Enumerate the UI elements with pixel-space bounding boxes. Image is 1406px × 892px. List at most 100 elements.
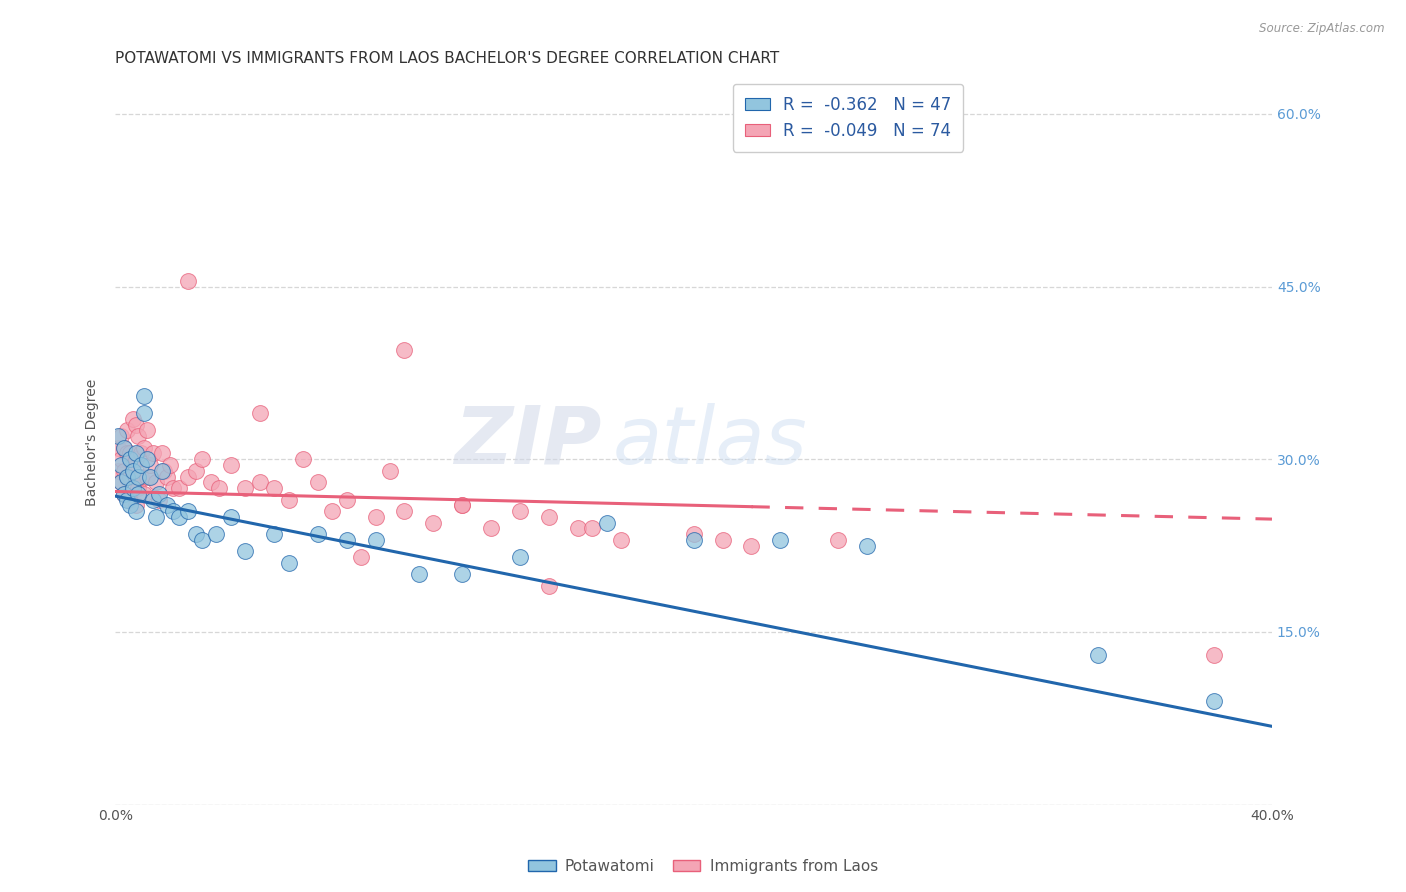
Point (208, 481, 231, 495)
Point (124, 452, 146, 467)
Point (150, 446, 173, 460)
Point (134, 487, 156, 501)
Point (134, 389, 156, 403)
Point (124, 498, 146, 512)
Point (537, 509, 560, 524)
Point (451, 498, 474, 512)
Point (121, 481, 143, 495)
Point (129, 458, 152, 472)
Point (200, 475, 222, 490)
Point (110, 475, 132, 490)
Point (129, 469, 152, 483)
Point (153, 464, 176, 478)
Legend: R =  -0.362   N = 47, R =  -0.049   N = 74: R = -0.362 N = 47, R = -0.049 N = 74 (733, 84, 963, 152)
Point (451, 567, 474, 582)
Point (307, 475, 329, 490)
Point (219, 458, 242, 472)
Point (129, 446, 152, 460)
Point (124, 504, 146, 518)
Point (235, 481, 257, 495)
Point (110, 429, 132, 443)
Point (321, 504, 343, 518)
Point (479, 521, 502, 535)
Point (581, 521, 603, 535)
Point (162, 504, 184, 518)
Point (827, 533, 849, 547)
Point (219, 509, 242, 524)
Point (1204, 648, 1226, 662)
Point (156, 469, 179, 483)
Point (235, 544, 257, 558)
Point (121, 458, 143, 472)
Point (118, 452, 141, 467)
Point (145, 475, 167, 490)
Point (249, 475, 271, 490)
Point (378, 464, 401, 478)
Point (134, 406, 156, 420)
Point (292, 452, 315, 467)
Point (509, 504, 531, 518)
Point (191, 452, 214, 467)
Point (124, 446, 146, 460)
Point (176, 504, 198, 518)
Point (127, 481, 149, 495)
Point (769, 533, 792, 547)
Text: POTAWATOMI VS IMMIGRANTS FROM LAOS BACHELOR'S DEGREE CORRELATION CHART: POTAWATOMI VS IMMIGRANTS FROM LAOS BACHE… (115, 51, 779, 66)
Y-axis label: Bachelor's Degree: Bachelor's Degree (86, 378, 100, 506)
Point (263, 527, 285, 541)
Point (537, 579, 560, 593)
Point (336, 533, 359, 547)
Point (118, 498, 141, 512)
Point (112, 487, 135, 501)
Point (115, 446, 138, 460)
Point (118, 446, 141, 460)
Point (162, 481, 184, 495)
Point (115, 492, 138, 507)
Point (350, 550, 373, 565)
Point (156, 498, 179, 512)
Text: atlas: atlas (613, 403, 807, 481)
Point (364, 533, 387, 547)
Point (167, 509, 190, 524)
Point (150, 464, 173, 478)
Point (107, 429, 129, 443)
Text: Source: ZipAtlas.com: Source: ZipAtlas.com (1260, 22, 1385, 36)
Point (110, 458, 132, 472)
Point (112, 441, 135, 455)
Point (145, 509, 167, 524)
Point (136, 424, 159, 438)
Point (610, 533, 633, 547)
Legend: Potawatomi, Immigrants from Laos: Potawatomi, Immigrants from Laos (522, 853, 884, 880)
Point (856, 539, 879, 553)
Point (136, 469, 159, 483)
Point (176, 274, 198, 288)
Point (127, 429, 149, 443)
Point (118, 492, 141, 507)
Point (567, 521, 589, 535)
Point (110, 475, 132, 490)
Point (112, 487, 135, 501)
Point (364, 509, 387, 524)
Point (307, 527, 329, 541)
Point (148, 492, 170, 507)
Point (127, 469, 149, 483)
Point (394, 343, 416, 357)
Point (186, 464, 208, 478)
Point (124, 417, 146, 432)
Point (249, 406, 271, 420)
Point (1087, 648, 1109, 662)
Point (408, 567, 430, 582)
Point (422, 516, 444, 530)
Point (205, 527, 228, 541)
Point (118, 469, 141, 483)
Point (711, 533, 734, 547)
Point (263, 481, 285, 495)
Point (176, 469, 198, 483)
Point (167, 481, 190, 495)
Point (596, 516, 619, 530)
Point (121, 412, 143, 426)
Point (451, 498, 474, 512)
Point (336, 492, 359, 507)
Point (277, 492, 299, 507)
Point (682, 533, 704, 547)
